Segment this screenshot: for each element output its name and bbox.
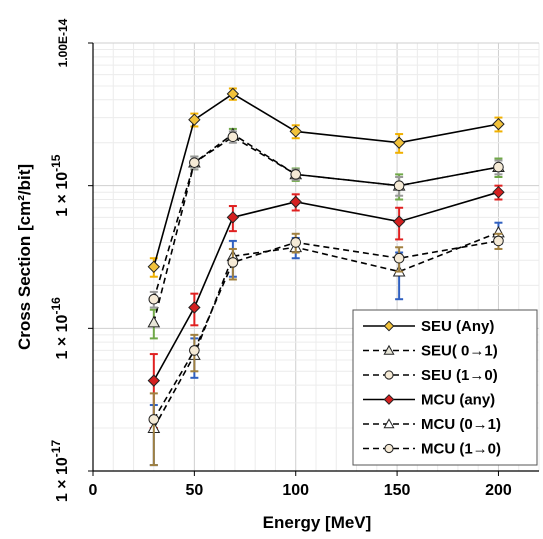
legend-label: MCU (1→0) [421, 441, 501, 458]
data-point [392, 136, 406, 149]
legend-entry: MCU (any) [363, 392, 495, 409]
x-axis-title: Energy [MeV] [263, 513, 372, 532]
data-point [492, 185, 505, 199]
series-line [153, 191, 499, 382]
legend-label: MCU (any) [421, 392, 495, 409]
y-tick-label: 1 × 10-17 [49, 440, 71, 503]
data-point [393, 252, 405, 264]
legend-entry: SEU( 0→1) [363, 343, 498, 360]
legend-marker [384, 370, 394, 380]
legend-box [352, 309, 538, 466]
y-tick-label: 1.00E-14 [56, 18, 70, 67]
data-point [289, 195, 302, 209]
data-point [189, 345, 200, 356]
legend-marker [384, 443, 394, 454]
series-1 [147, 127, 505, 340]
x-tick-label: 150 [384, 482, 411, 499]
data-point [493, 235, 504, 247]
data-point [289, 125, 302, 138]
series-line [153, 240, 499, 420]
series-line [153, 92, 499, 268]
legend-entry: SEU (Any) [363, 318, 494, 335]
data-point [148, 414, 160, 425]
series-5 [148, 232, 504, 467]
data-point [226, 87, 240, 101]
legend-marker [383, 320, 395, 332]
y-tick-label: 1 × 10-16 [49, 297, 71, 360]
y-tick-label: 1 × 10-15 [49, 154, 71, 217]
legend-label: SEU( 0→1) [421, 343, 498, 360]
series-2 [148, 130, 504, 309]
legend-label: SEU (1→0) [421, 367, 498, 384]
legend: SEU (Any) SEU( 0→1) SEU (1→0) MCU (any) MCU … [352, 309, 538, 466]
series-0 [147, 87, 505, 278]
series-line [153, 133, 499, 323]
legend-label: MCU (0→1) [421, 416, 501, 433]
data-point [392, 215, 406, 228]
series-line [153, 231, 499, 429]
legend-label: SEU (Any) [421, 318, 494, 335]
legend-marker [383, 418, 395, 429]
x-tick-label: 100 [282, 482, 309, 499]
legend-entry: MCU (0→1) [363, 416, 501, 433]
data-point [227, 257, 239, 268]
x-tick-label: 50 [185, 482, 203, 499]
legend-entry: SEU (1→0) [363, 367, 498, 384]
y-axis-title: Cross Section [cm²/bit] [15, 164, 34, 350]
x-tick-label: 0 [89, 482, 98, 499]
legend-marker [383, 344, 395, 355]
data-point [393, 180, 405, 191]
legend-marker [383, 394, 395, 405]
data-point [290, 237, 302, 248]
legend-entry: MCU (1→0) [363, 441, 501, 458]
data-point [226, 211, 240, 224]
data-point [227, 131, 239, 143]
series-line [153, 135, 499, 300]
axes: 0 50 100 150 200 1 × 10-17 1 × 10-16 1 × 10-15 1… [49, 18, 539, 502]
data-point [188, 301, 201, 314]
x-tick-label: 200 [485, 482, 512, 499]
data-point [188, 113, 201, 126]
data-point [290, 169, 302, 180]
data-point [147, 315, 161, 328]
series [147, 87, 505, 467]
data-point [493, 161, 504, 173]
data-point [189, 157, 200, 168]
data-point [148, 293, 160, 305]
data-point [492, 117, 505, 131]
data-point [147, 374, 161, 387]
data-point [147, 260, 161, 273]
